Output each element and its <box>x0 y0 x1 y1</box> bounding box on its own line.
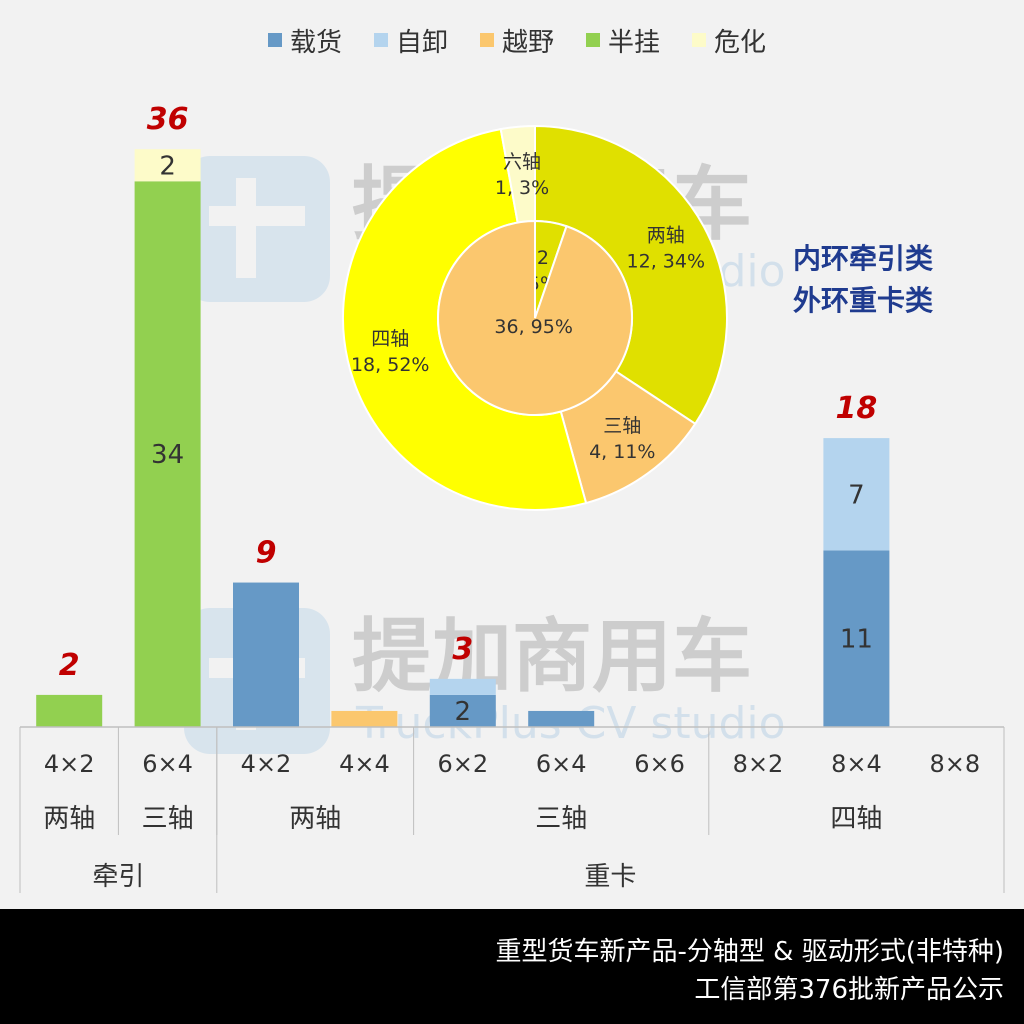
bar-越野-4×4 <box>331 710 398 727</box>
inner-ring-slice-label: 36, 95% <box>494 316 573 338</box>
axis-tick-label: 8×2 <box>733 750 784 778</box>
legend-label: 越野 <box>502 28 554 58</box>
axis-tick-label: 4×2 <box>44 750 95 778</box>
bar-value-label: 2 <box>159 151 176 181</box>
bar-chart: 2 11 7 34 2 2 36 9 3 18 <box>36 102 890 728</box>
bar-载货-6×2 <box>429 694 496 727</box>
footer: 重型货车新产品-分轴型 & 驱动形式(非特种) 工信部第376批新产品公示 <box>0 909 1024 1024</box>
bar-半挂-4×2 <box>36 694 103 727</box>
ring-note-inner: 内环牵引类 <box>792 242 933 275</box>
bar-载货-8×4 <box>823 550 890 727</box>
axis-class-label: 重卡 <box>584 862 636 892</box>
axis-group-label: 两轴 <box>289 804 341 834</box>
ring-note: 内环牵引类 外环重卡类 <box>768 238 958 322</box>
legend-swatch <box>268 33 282 47</box>
axis-tick-label: 6×6 <box>634 750 685 778</box>
bar-自卸-6×2 <box>429 678 496 695</box>
bar-半挂-6×4 <box>134 181 201 728</box>
bar-total-label: 18 <box>836 391 878 426</box>
outer-ring-slice-label: 两轴 <box>647 225 685 247</box>
axis-class-label: 牵引 <box>92 862 144 892</box>
inner-ring-slice-label: 2 <box>537 247 549 269</box>
axis-group-label: 两轴 <box>43 804 95 834</box>
legend: 载货 自卸 越野 半挂 危化 <box>268 28 766 58</box>
bar-载货-4×2 <box>233 582 299 727</box>
category-axis: 4×2 6×4 4×2 4×4 6×2 6×4 6×6 8×2 8×4 8×8 两轴 三轴 两轴 三轴 四轴… <box>19 726 1005 893</box>
bar-载货-6×4 <box>528 710 595 727</box>
axis-group-label: 三轴 <box>142 804 194 834</box>
outer-ring-slice-label: 1, 3% <box>495 177 549 199</box>
legend-label: 自卸 <box>396 28 448 58</box>
axis-group-label: 四轴 <box>830 804 882 834</box>
bar-value-label: 11 <box>840 625 873 655</box>
outer-ring-slice-label: 4, 11% <box>589 441 655 463</box>
legend-swatch <box>480 33 494 47</box>
axis-tick-label: 4×4 <box>339 750 390 778</box>
footer-title: 重型货车新产品-分轴型 & 驱动形式(非特种) <box>495 937 1004 967</box>
bar-total-label: 36 <box>147 102 189 137</box>
bar-value-label: 34 <box>151 440 184 470</box>
ring-note-outer: 外环重卡类 <box>792 284 933 317</box>
outer-ring-slice-label: 三轴 <box>603 415 641 437</box>
axis-tick-label: 4×2 <box>241 750 292 778</box>
legend-swatch <box>692 33 706 47</box>
inner-ring-slice-1 <box>437 219 633 416</box>
footer-subtitle: 工信部第376批新产品公示 <box>694 975 1004 1005</box>
bar-total-label: 3 <box>452 632 473 667</box>
watermark-cn-bottom: 提加商用车 <box>352 610 752 703</box>
axis-tick-label: 6×2 <box>437 750 488 778</box>
bar-自卸-8×4 <box>823 438 890 551</box>
legend-swatch <box>374 33 388 47</box>
outer-ring-slice-label: 四轴 <box>371 328 409 350</box>
outer-ring-slice-label: 18, 52% <box>351 354 430 376</box>
outer-ring-slice-label: 12, 34% <box>627 251 706 273</box>
legend-label: 危化 <box>714 28 766 58</box>
legend-label: 半挂 <box>608 28 660 58</box>
axis-tick-label: 6×4 <box>536 750 587 778</box>
axis-tick-label: 8×8 <box>929 750 980 778</box>
bar-total-label: 2 <box>59 648 80 683</box>
outer-ring-slice-label: 六轴 <box>503 151 541 173</box>
axis-tick-label: 8×4 <box>831 750 882 778</box>
bar-value-label: 7 <box>848 480 865 510</box>
bar-value-label: 2 <box>455 697 472 727</box>
bar-危化-6×4 <box>134 149 201 182</box>
bar-total-label: 9 <box>256 536 277 571</box>
axis-tick-label: 6×4 <box>142 750 193 778</box>
axis-group-label: 三轴 <box>535 804 587 834</box>
legend-swatch <box>586 33 600 47</box>
legend-label: 载货 <box>290 28 342 58</box>
